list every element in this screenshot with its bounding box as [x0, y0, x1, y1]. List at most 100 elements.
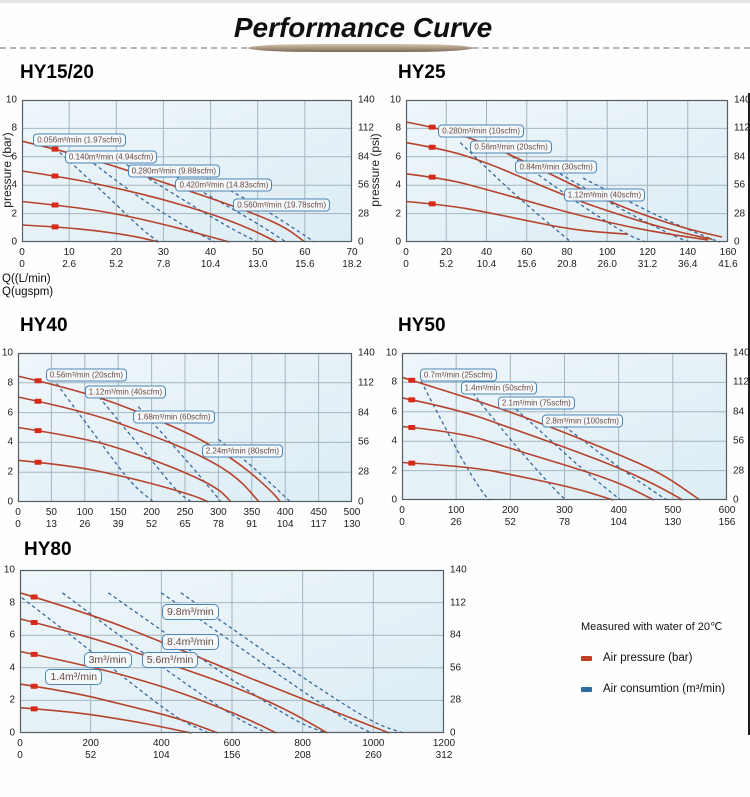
- x-tick-ugspm: 52: [85, 750, 97, 761]
- chart-title-hy40: HY40: [20, 315, 68, 336]
- y-tick-bar: 10: [389, 94, 401, 106]
- x-tick-ugspm: 26.0: [597, 259, 617, 270]
- air-consumption-curve: [420, 380, 491, 501]
- legend-item-air-consumption: Air consumtion (m³/min): [581, 683, 746, 695]
- pressure-curve-marker: [408, 377, 416, 383]
- x-tick-lmin: 350: [243, 507, 261, 518]
- y-tick-bar: 6: [7, 407, 13, 419]
- x-tick-lmin: 40: [205, 247, 217, 258]
- y-tick-psi: 56: [734, 179, 746, 191]
- flow-rate-label: 0.7m³/min (25scfm): [419, 368, 497, 382]
- x-tick-ugspm: 156: [223, 750, 241, 761]
- title-underline-bar: [248, 44, 473, 52]
- x-tick-ugspm: 52: [504, 517, 516, 528]
- x-tick-ugspm: 5.2: [109, 259, 124, 270]
- x-tick-lmin: 200: [143, 507, 160, 518]
- air-pressure-curve: [401, 425, 655, 501]
- y-tick-bar: 8: [9, 597, 15, 609]
- x-tick-ugspm: 15.6: [295, 259, 315, 270]
- x-tick-ugspm: 208: [294, 750, 311, 761]
- y-tick-bar: 6: [395, 151, 401, 163]
- y-tick-psi: 0: [358, 236, 364, 248]
- y-tick-bar: 4: [395, 179, 401, 191]
- air-pressure-curve: [405, 173, 709, 241]
- pressure-curve-marker: [34, 398, 42, 404]
- y-tick-psi: 56: [450, 662, 462, 674]
- x-tick-lmin: 300: [210, 507, 227, 518]
- flow-rate-label: 0.420m³/min (14.83scfm): [175, 178, 273, 192]
- air-pressure-curve: [19, 618, 328, 734]
- air-consumption-curve: [459, 142, 572, 243]
- air-consumption-curve: [471, 392, 567, 501]
- x-tick-ugspm: 15.6: [517, 259, 537, 270]
- y-tick-psi: 0: [450, 727, 456, 739]
- air-pressure-curve: [405, 121, 723, 238]
- air-pressure-curve: [17, 396, 260, 503]
- y-tick-bar: 2: [7, 466, 13, 478]
- legend-item-label: Air consumtion (m³/min): [603, 683, 726, 695]
- x-tick-lmin: 600: [223, 738, 241, 749]
- air-pressure-curve: [19, 683, 219, 734]
- y-tick-psi: 112: [734, 122, 750, 134]
- x-tick-lmin: 100: [76, 507, 94, 518]
- x-tick-ugspm: 10.4: [200, 259, 221, 270]
- air-consumption-curve: [62, 592, 268, 734]
- y-tick-bar: 10: [3, 564, 15, 576]
- y-tick-bar: 0: [11, 236, 17, 248]
- flow-rate-label: 1.68m³/min (60scfm): [133, 410, 215, 424]
- x-tick-lmin: 600: [718, 505, 736, 516]
- x-tick-ugspm: 10.4: [476, 259, 497, 270]
- pressure-curve-marker: [428, 174, 436, 180]
- y-tick-psi: 0: [733, 494, 739, 506]
- x-tick-ugspm: 104: [610, 517, 627, 528]
- x-tick-lmin: 0: [19, 247, 25, 258]
- x-tick-lmin: 450: [310, 507, 327, 518]
- x-tick-lmin: 200: [82, 738, 99, 749]
- chart-title-hy25: HY25: [398, 62, 446, 83]
- x-tick-lmin: 70: [346, 247, 358, 258]
- x-tick-lmin: 60: [299, 247, 311, 258]
- air-pressure-swatch-icon: [581, 655, 592, 661]
- flow-rate-label: 1.12m³/min (40scfm): [84, 385, 167, 399]
- x-tick-ugspm: 36.4: [678, 259, 698, 270]
- x-tick-ugspm: 78: [212, 519, 224, 530]
- x-axis-flow-units-note: Q((L/min) Q(ugspm): [2, 273, 53, 299]
- air-consumption-curve: [542, 163, 691, 243]
- x-tick-lmin: 150: [109, 507, 127, 518]
- x-tick-lmin: 400: [276, 507, 294, 518]
- pressure-curve-marker: [428, 201, 436, 207]
- y-tick-psi: 112: [358, 377, 374, 389]
- x-tick-ugspm: 104: [276, 519, 294, 530]
- pressure-curve-marker: [428, 124, 436, 130]
- pressure-curve-marker: [34, 378, 42, 384]
- x-tick-ugspm: 26: [450, 517, 462, 528]
- y-tick-bar: 6: [391, 406, 397, 418]
- x-tick-ugspm: 91: [246, 519, 258, 530]
- x-tick-lmin: 80: [561, 247, 573, 258]
- y-tick-psi: 28: [450, 694, 462, 706]
- flow-rate-label: 0.56m³/min (20scfm): [470, 140, 552, 154]
- x-tick-ugspm: 52: [146, 519, 158, 530]
- air-pressure-curve: [401, 397, 683, 501]
- flow-rate-label: 0.56m³/min (20scfm): [45, 368, 128, 382]
- y-tick-psi: 28: [358, 466, 370, 478]
- y-tick-psi: 140: [358, 94, 375, 106]
- y-tick-bar: 2: [11, 208, 17, 220]
- y-tick-psi: 0: [734, 236, 740, 248]
- y-tick-psi: 56: [358, 436, 370, 448]
- y-tick-psi: 112: [450, 597, 466, 609]
- top-border-band: [0, 0, 750, 3]
- x-axis-flow-units-line: Q(ugspm): [2, 286, 54, 298]
- x-tick-ugspm: 18.2: [342, 259, 362, 270]
- y-tick-psi: 140: [734, 94, 750, 106]
- x-tick-ugspm: 0: [15, 519, 21, 530]
- legend-item-label: Air pressure (bar): [603, 652, 693, 664]
- x-tick-lmin: 10: [63, 247, 75, 258]
- flow-rate-label: 2.24m³/min (80scfm): [201, 444, 284, 458]
- y-tick-bar: 4: [11, 179, 17, 191]
- x-tick-ugspm: 65: [179, 519, 191, 530]
- air-consumption-swatch-icon: [581, 686, 592, 692]
- pressure-curve-marker: [51, 173, 59, 179]
- pressure-curve-marker: [408, 460, 416, 466]
- x-tick-ugspm: 2.6: [62, 259, 77, 270]
